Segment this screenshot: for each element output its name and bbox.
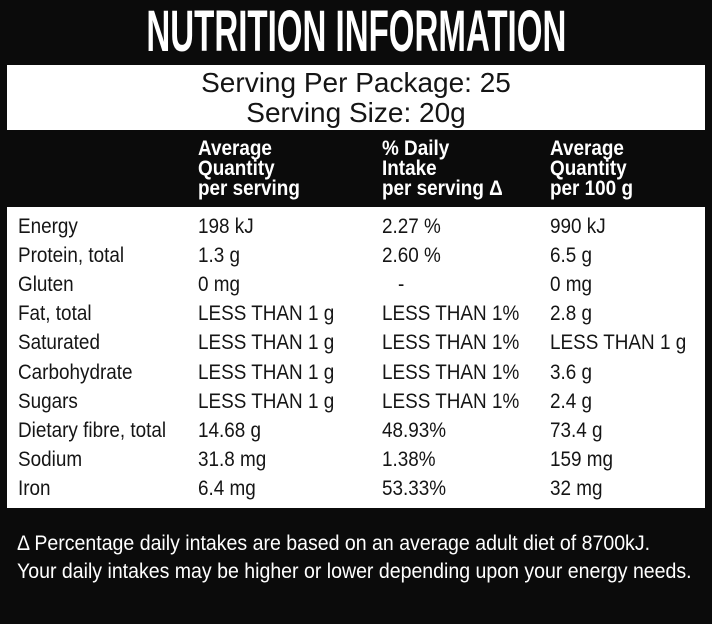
table-row-gluten: Gluten 0 mg - 0 mg <box>7 270 705 299</box>
value-per-serving: LESS THAN 1 g <box>198 302 335 326</box>
page-title: NUTRITION INFORMATION <box>146 0 566 64</box>
value-per-100g: 2.8 g <box>550 302 593 326</box>
nutrient-name: Carbohydrate <box>18 360 133 384</box>
column-header-daily-intake: % Daily Intake per serving Δ <box>382 137 516 200</box>
nutrient-name: Sugars <box>18 389 78 413</box>
value-per-100g: 159 mg <box>550 448 614 472</box>
table-row-fat: Fat, total LESS THAN 1 g LESS THAN 1% 2.… <box>7 300 705 329</box>
table-row-energy: Energy 198 kJ 2.27 % 990 kJ <box>7 212 705 241</box>
value-daily-intake: 2.60 % <box>382 243 441 267</box>
footnote-line-1: Δ Percentage daily intakes are based on … <box>17 532 651 555</box>
value-per-serving: 0 mg <box>198 272 241 296</box>
value-per-serving: LESS THAN 1 g <box>198 331 335 355</box>
column-header-line: Quantity <box>198 157 275 180</box>
footnote-line-2: Your daily intakes may be higher or lowe… <box>17 559 692 583</box>
table-row-dietary-fibre: Dietary fibre, total 14.68 g 48.93% 73.4… <box>7 416 705 445</box>
nutrient-name: Fat, total <box>18 302 92 326</box>
value-daily-intake: LESS THAN 1% <box>382 331 520 355</box>
column-header-line: Quantity <box>550 157 627 180</box>
nutrient-name: Protein, total <box>18 243 125 267</box>
table-row-sodium: Sodium 31.8 mg 1.38% 159 mg <box>7 446 705 475</box>
value-daily-intake: 53.33% <box>382 477 447 501</box>
value-daily-intake: LESS THAN 1% <box>382 302 520 326</box>
nutrient-name: Saturated <box>18 331 100 355</box>
serving-size-text: Serving Size: 20g <box>246 96 466 128</box>
serving-per-package-text: Serving Per Package: 25 <box>201 66 511 98</box>
value-per-serving: 14.68 g <box>198 418 262 442</box>
nutrient-name: Iron <box>18 477 51 501</box>
table-row-iron: Iron 6.4 mg 53.33% 32 mg <box>7 475 705 504</box>
value-per-100g: 990 kJ <box>550 214 606 238</box>
value-daily-intake: 48.93% <box>382 418 447 442</box>
column-header-line: per serving <box>198 177 300 200</box>
nutrient-name: Energy <box>18 214 78 238</box>
value-daily-intake: 2.27 % <box>382 214 441 238</box>
value-daily-intake: LESS THAN 1% <box>382 389 520 413</box>
column-header-line: per serving Δ <box>382 177 503 200</box>
column-header-line: Average <box>198 137 272 160</box>
nutrient-name: Dietary fibre, total <box>18 418 167 442</box>
value-per-100g: 32 mg <box>550 477 603 501</box>
nutrient-name: Gluten <box>18 272 74 296</box>
value-per-100g: LESS THAN 1 g <box>550 331 687 355</box>
value-daily-intake: LESS THAN 1% <box>382 360 520 384</box>
value-per-serving: 6.4 mg <box>198 477 256 501</box>
table-row-protein: Protein, total 1.3 g 2.60 % 6.5 g <box>7 241 705 270</box>
column-headers-band: Average Quantity per serving % Daily Int… <box>0 130 712 207</box>
value-per-serving: 31.8 mg <box>198 448 267 472</box>
column-header-line: Average <box>550 137 624 160</box>
value-per-serving: LESS THAN 1 g <box>198 360 335 384</box>
column-header-line: Intake <box>382 157 437 180</box>
value-per-100g: 2.4 g <box>550 389 593 413</box>
table-row-saturated: Saturated LESS THAN 1 g LESS THAN 1% LES… <box>7 329 705 358</box>
title-band: NUTRITION INFORMATION <box>0 0 712 63</box>
nutrient-name: Sodium <box>18 448 83 472</box>
value-per-serving: LESS THAN 1 g <box>198 389 335 413</box>
column-header-per-serving: Average Quantity per serving <box>198 137 311 200</box>
value-daily-intake: - <box>398 272 405 296</box>
value-daily-intake: 1.38% <box>382 448 436 472</box>
column-header-per-100g: Average Quantity per 100 g <box>550 137 642 200</box>
value-per-100g: 3.6 g <box>550 360 593 384</box>
serving-info-panel: Serving Per Package: 25 Serving Size: 20… <box>7 65 705 130</box>
footnote-panel: Δ Percentage daily intakes are based on … <box>0 508 712 624</box>
value-per-100g: 6.5 g <box>550 243 593 267</box>
value-per-serving: 198 kJ <box>198 214 254 238</box>
value-per-100g: 73.4 g <box>550 418 603 442</box>
column-header-line: per 100 g <box>550 177 633 200</box>
table-row-carbohydrate: Carbohydrate LESS THAN 1 g LESS THAN 1% … <box>7 358 705 387</box>
value-per-serving: 1.3 g <box>198 243 241 267</box>
column-header-line: % Daily <box>382 137 450 160</box>
nutrition-table: Energy 198 kJ 2.27 % 990 kJ Protein, tot… <box>7 207 705 508</box>
table-row-sugars: Sugars LESS THAN 1 g LESS THAN 1% 2.4 g <box>7 387 705 416</box>
value-per-100g: 0 mg <box>550 272 593 296</box>
